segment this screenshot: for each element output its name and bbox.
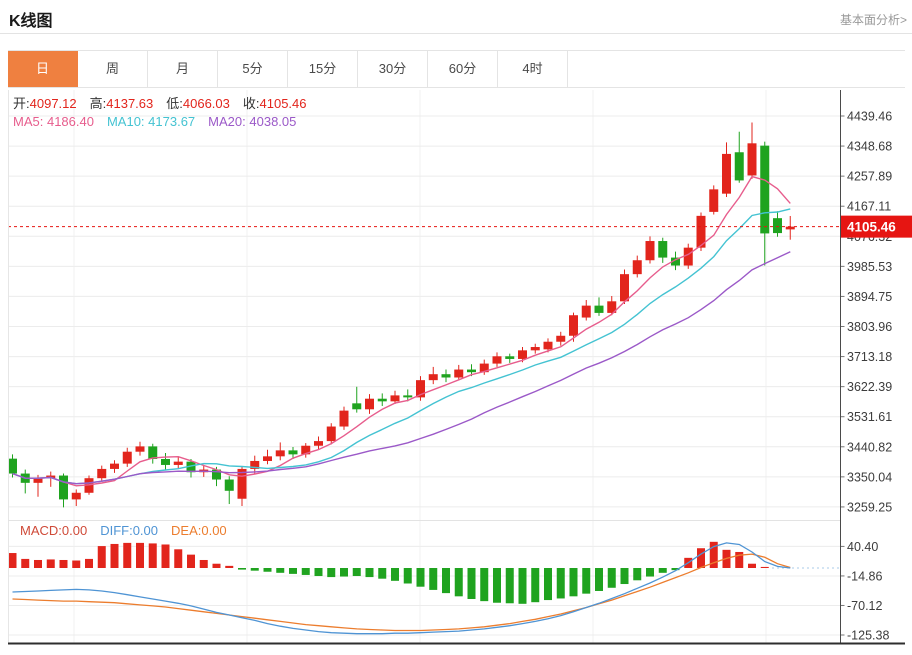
diff-value: 0.00 — [132, 523, 159, 538]
y-tick-label: -14.86 — [847, 569, 882, 583]
y-tick-label: -125.38 — [847, 629, 889, 643]
y-tick-label: 3713.18 — [847, 350, 892, 364]
dea-value: 0.00 — [201, 523, 227, 538]
tab-5分[interactable]: 5分 — [218, 51, 288, 87]
last-price-label: 4105.46 — [840, 215, 912, 238]
tab-日[interactable]: 日 — [8, 51, 78, 87]
candlestick-series — [8, 122, 795, 508]
ma10-value: 4173.67 — [148, 114, 196, 129]
y-tick-label: 3985.53 — [847, 260, 892, 274]
close-value: 4105.46 — [259, 96, 307, 111]
header: K线图 基本面分析> — [0, 0, 912, 34]
y-tick-label: 4348.68 — [847, 140, 892, 154]
y-tick-label: 4257.89 — [847, 170, 892, 184]
dea-label: DEA: — [171, 523, 202, 538]
macd-label: MACD: — [20, 523, 62, 538]
y-tick-label: 4167.11 — [847, 200, 891, 214]
ma5-line — [12, 175, 791, 487]
macd-value: 0.00 — [61, 523, 88, 538]
high-value: 4137.63 — [106, 96, 154, 111]
ma-legend: MA5: 4186.40 MA10: 4173.67 MA20: 4038.05 — [13, 113, 296, 130]
tab-60分[interactable]: 60分 — [428, 51, 498, 87]
timeframe-tabs: 日周月 5分 15分 30分 60分 4时 — [8, 50, 905, 88]
y-tick-label: 3894.75 — [847, 290, 892, 304]
open-value: 4097.12 — [29, 96, 77, 111]
chart-canvas[interactable]: 4439.464348.684257.894167.114076.323985.… — [0, 88, 912, 650]
ma10-label: MA10: — [106, 114, 145, 129]
tab-30分[interactable]: 30分 — [358, 51, 428, 87]
ma5-value: 4186.40 — [46, 114, 94, 129]
low-value: 4066.03 — [182, 96, 230, 111]
y-tick-label: 4439.46 — [847, 110, 892, 124]
y-tick-label: 3259.25 — [847, 500, 892, 514]
y-tick-label: -70.12 — [847, 599, 882, 613]
ma20-value: 4038.05 — [249, 114, 297, 129]
ma5-label: MA5: — [13, 114, 44, 129]
y-tick-label: 3350.04 — [847, 470, 892, 484]
tab-15分[interactable]: 15分 — [288, 51, 358, 87]
fundamental-analysis-link[interactable]: 基本面分析> — [839, 13, 907, 27]
y-tick-label: 3622.39 — [847, 380, 892, 394]
open-label: 开: — [13, 96, 30, 111]
ma20-line — [12, 251, 791, 485]
ma10-line — [12, 208, 791, 485]
y-tick-label: 40.40 — [847, 540, 878, 554]
dea-line — [12, 553, 791, 632]
ma20-label: MA20: — [208, 114, 246, 129]
close-label: 收: — [242, 96, 260, 111]
diff-line — [12, 542, 791, 635]
ohlc-legend: 开:4097.12 高:4137.63 低:4066.03 收:4105.46 — [13, 95, 307, 112]
y-tick-label: 3440.82 — [847, 440, 892, 454]
macd-histogram — [8, 541, 769, 604]
tab-月[interactable]: 月 — [148, 51, 218, 87]
tab-4时[interactable]: 4时 — [498, 51, 568, 87]
macd-legend: MACD:0.00 DIFF:0.00 DEA:0.00 — [20, 522, 227, 539]
y-axis-ticks: 4439.464348.684257.894167.114076.323985.… — [840, 110, 892, 643]
y-tick-label: 3531.61 — [847, 410, 892, 424]
low-label: 低: — [166, 96, 183, 111]
page-title: K线图 — [9, 13, 53, 30]
chart-area[interactable]: 4439.464348.684257.894167.114076.323985.… — [0, 88, 912, 650]
y-tick-label: 3803.96 — [847, 320, 892, 334]
high-label: 高: — [89, 96, 107, 111]
diff-label: DIFF: — [100, 523, 133, 538]
tab-周[interactable]: 周 — [78, 51, 148, 87]
grid-lines — [8, 90, 840, 644]
last-price-text: 4105.46 — [847, 220, 896, 235]
